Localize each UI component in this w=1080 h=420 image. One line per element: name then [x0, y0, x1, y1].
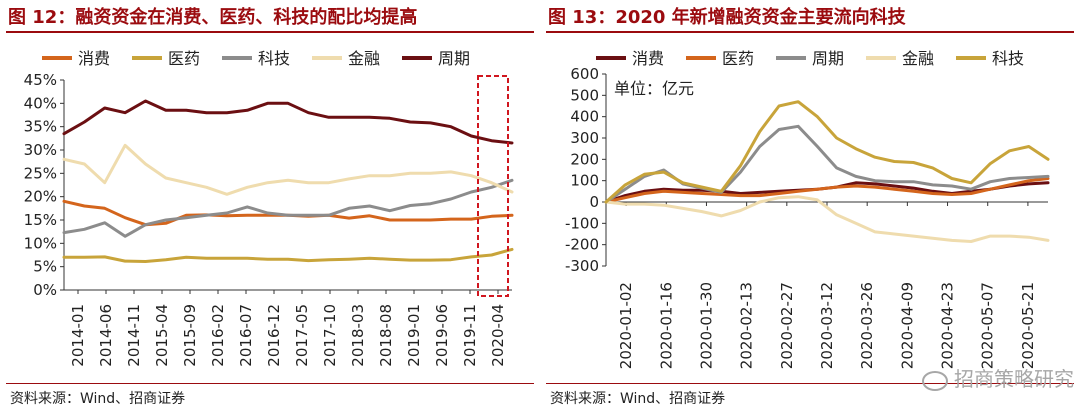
left-x-tick-label: 2018-08 [377, 304, 395, 367]
left-line-chart: 0% 5% 10% 15% 20% 25% 30% 35% 40% 45% 2014-01 2014-… [24, 49, 514, 367]
left-y-tick-label: 5% [33, 258, 57, 276]
left-y-tick-label: 30% [24, 141, 57, 159]
left-y-tick-label: 0% [33, 281, 57, 299]
right-source-note: 资料来源：Wind、招商证券 [550, 391, 726, 407]
left-x-tick-label: 2014-11 [125, 304, 143, 367]
right-legend-label: 科技 [992, 49, 1024, 68]
left-chart-title: 图 12：融资资金在消费、医药、科技的配比均提高 [8, 7, 418, 28]
right-y-tick-label: 400 [570, 108, 599, 126]
right-x-tick-label: 2020-01-16 [657, 282, 675, 369]
left-x-tick-label: 2019-11 [461, 304, 479, 367]
left-legend-label: 消费 [78, 49, 110, 68]
right-chart-title: 图 13：2020 年新增融资资金主要流向科技 [548, 7, 906, 28]
right-y-tick-label: 100 [570, 172, 599, 190]
right-legend-label: 金融 [902, 49, 934, 68]
right-legend-label: 消费 [632, 49, 664, 68]
left-x-tick-label: 2015-04 [153, 304, 171, 367]
left-x-tick-label: 2020-04 [489, 304, 507, 367]
left-y-tick-label: 20% [24, 188, 57, 206]
right-y-tick-label: -100 [565, 214, 599, 232]
left-series-line [62, 178, 514, 238]
left-series-line [62, 99, 514, 145]
left-y-tick-label: 35% [24, 118, 57, 136]
left-legend-label: 医药 [168, 49, 200, 68]
left-y-tick-label: 25% [24, 164, 57, 182]
right-x-tick-label: 2020-03-12 [818, 282, 836, 369]
left-title-rule [6, 31, 534, 33]
left-legend-label: 周期 [438, 49, 470, 68]
left-legend-label: 科技 [258, 49, 290, 68]
right-x-tick-label: 2020-03-26 [858, 282, 876, 369]
right-x-tick-label: 2020-01-30 [697, 282, 715, 369]
left-x-tick-label: 2014-01 [69, 304, 87, 367]
right-x-tick-label: 2020-05-21 [1019, 282, 1037, 369]
right-x-tick-label: 2020-02-27 [778, 282, 796, 369]
left-y-tick-label: 40% [24, 94, 57, 112]
right-line-chart: -300 -200 -100 0 100 200 300 400 500 600 2020-01-0… [565, 49, 1050, 369]
watermark-text: 招商策略研究 [954, 367, 1074, 391]
left-legend-label: 金融 [348, 49, 380, 68]
right-x-tick-label: 2020-01-02 [617, 282, 635, 369]
right-y-tick-label: 200 [570, 150, 599, 168]
left-series-line [62, 199, 514, 227]
right-x-tick-label: 2020-04-23 [939, 282, 957, 369]
left-highlight-box [477, 75, 509, 297]
right-x-tick-label: 2020-05-07 [979, 282, 997, 369]
right-y-tick-label: 0 [589, 193, 599, 211]
left-x-tick-label: 2017-10 [321, 304, 339, 367]
left-chart-panel: 图 12：融资资金在消费、医药、科技的配比均提高 0% 5% 10% 15% 20% 25… [6, 7, 534, 407]
right-x-tick-label: 2020-04-09 [898, 282, 916, 369]
left-x-tick-label: 2014-06 [97, 304, 115, 367]
right-y-tick-label: -300 [565, 257, 599, 275]
left-x-tick-label: 2019-01 [405, 304, 423, 367]
left-x-tick-label: 2016-12 [265, 304, 283, 367]
left-series-line [62, 247, 514, 263]
right-y-tick-label: 300 [570, 129, 599, 147]
left-y-tick-label: 10% [24, 234, 57, 252]
right-y-tick-label: 500 [570, 86, 599, 104]
left-x-tick-label: 2016-07 [237, 304, 255, 367]
left-source-note: 资料来源：Wind、招商证券 [10, 391, 186, 407]
right-series-line [604, 195, 1050, 243]
right-title-rule [546, 31, 1074, 33]
wechat-logo-icon [922, 370, 948, 391]
left-x-tick-label: 2018-03 [349, 304, 367, 367]
left-x-tick-label: 2016-02 [209, 304, 227, 367]
right-source-rule [546, 383, 1074, 384]
left-x-tick-label: 2019-06 [433, 304, 451, 367]
left-y-tick-label: 45% [24, 71, 57, 89]
right-legend-label: 医药 [722, 49, 754, 68]
watermark: 招商策略研究 [922, 363, 1074, 392]
right-series-line [604, 100, 1050, 204]
right-series-line [604, 177, 1050, 204]
left-y-tick-label: 15% [24, 211, 57, 229]
right-chart-panel: 图 13：2020 年新增融资资金主要流向科技 -300 -200 -100 0 100… [540, 0, 1080, 420]
right-legend-label: 周期 [812, 49, 844, 68]
left-x-tick-label: 2015-09 [181, 304, 199, 367]
left-source-rule [6, 383, 534, 384]
right-unit-label: 单位：亿元 [614, 79, 694, 98]
right-y-tick-label: 600 [570, 65, 599, 83]
left-series-line [62, 143, 514, 196]
left-x-tick-label: 2017-05 [293, 304, 311, 367]
right-y-tick-label: -200 [565, 236, 599, 254]
right-x-tick-label: 2020-02-13 [738, 282, 756, 369]
